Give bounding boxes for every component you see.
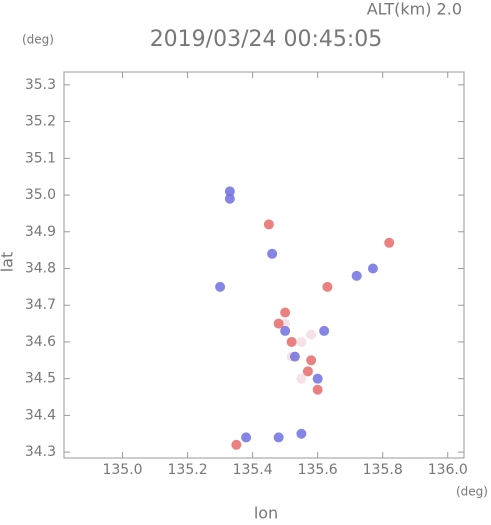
echo-point bbox=[367, 263, 378, 274]
y-tick-label: 34.5 bbox=[25, 371, 56, 387]
echo-point bbox=[351, 270, 362, 281]
echo-point bbox=[306, 329, 317, 340]
echo-point bbox=[286, 336, 297, 347]
x-tick-label: 135.2 bbox=[168, 462, 208, 478]
y-tick-label: 35.3 bbox=[25, 77, 56, 93]
plot-frame bbox=[63, 71, 465, 459]
echo-point bbox=[241, 432, 252, 443]
x-tick-label: 136.0 bbox=[428, 462, 468, 478]
subtitle: ALT(km) 2.0 bbox=[367, 0, 462, 19]
echo-point bbox=[312, 384, 323, 395]
echo-point bbox=[306, 355, 317, 366]
echo-point bbox=[280, 307, 291, 318]
y-tick-label: 35.0 bbox=[25, 187, 56, 203]
echo-point bbox=[263, 219, 274, 230]
echo-point bbox=[322, 281, 333, 292]
chart-title: 2019/03/24 00:45:05 bbox=[150, 27, 383, 52]
y-tick-label: 34.7 bbox=[25, 297, 56, 313]
echo-point bbox=[302, 366, 313, 377]
y-tick-label: 34.9 bbox=[25, 224, 56, 240]
x-tick-label: 135.0 bbox=[102, 462, 142, 478]
echo-point bbox=[224, 186, 235, 197]
x-tick-label: 135.6 bbox=[298, 462, 338, 478]
y-axis-label: lat bbox=[0, 252, 17, 273]
y-tick-label: 35.2 bbox=[25, 114, 56, 130]
echo-point bbox=[312, 373, 323, 384]
echo-point bbox=[273, 318, 284, 329]
echo-point bbox=[215, 281, 226, 292]
y-tick-label: 34.3 bbox=[25, 444, 56, 460]
y-unit: (deg) bbox=[22, 33, 54, 47]
echo-point bbox=[280, 325, 291, 336]
y-tick-label: 34.8 bbox=[25, 260, 56, 276]
echo-point bbox=[384, 237, 395, 248]
x-unit: (deg) bbox=[456, 485, 488, 499]
y-tick-label: 35.1 bbox=[25, 150, 56, 166]
echo-point bbox=[224, 193, 235, 204]
x-axis-label: lon bbox=[254, 504, 278, 522]
y-tick-label: 34.4 bbox=[25, 407, 56, 423]
y-tick-label: 34.6 bbox=[25, 334, 56, 350]
echo-point bbox=[231, 439, 242, 450]
x-tick-label: 135.8 bbox=[363, 462, 403, 478]
echo-point bbox=[289, 351, 300, 362]
x-tick-label: 135.4 bbox=[233, 462, 273, 478]
echo-point bbox=[296, 336, 307, 347]
echo-point bbox=[296, 428, 307, 439]
echo-point bbox=[267, 248, 278, 259]
echo-point bbox=[273, 432, 284, 443]
echo-point bbox=[319, 325, 330, 336]
echo-point bbox=[296, 373, 307, 384]
